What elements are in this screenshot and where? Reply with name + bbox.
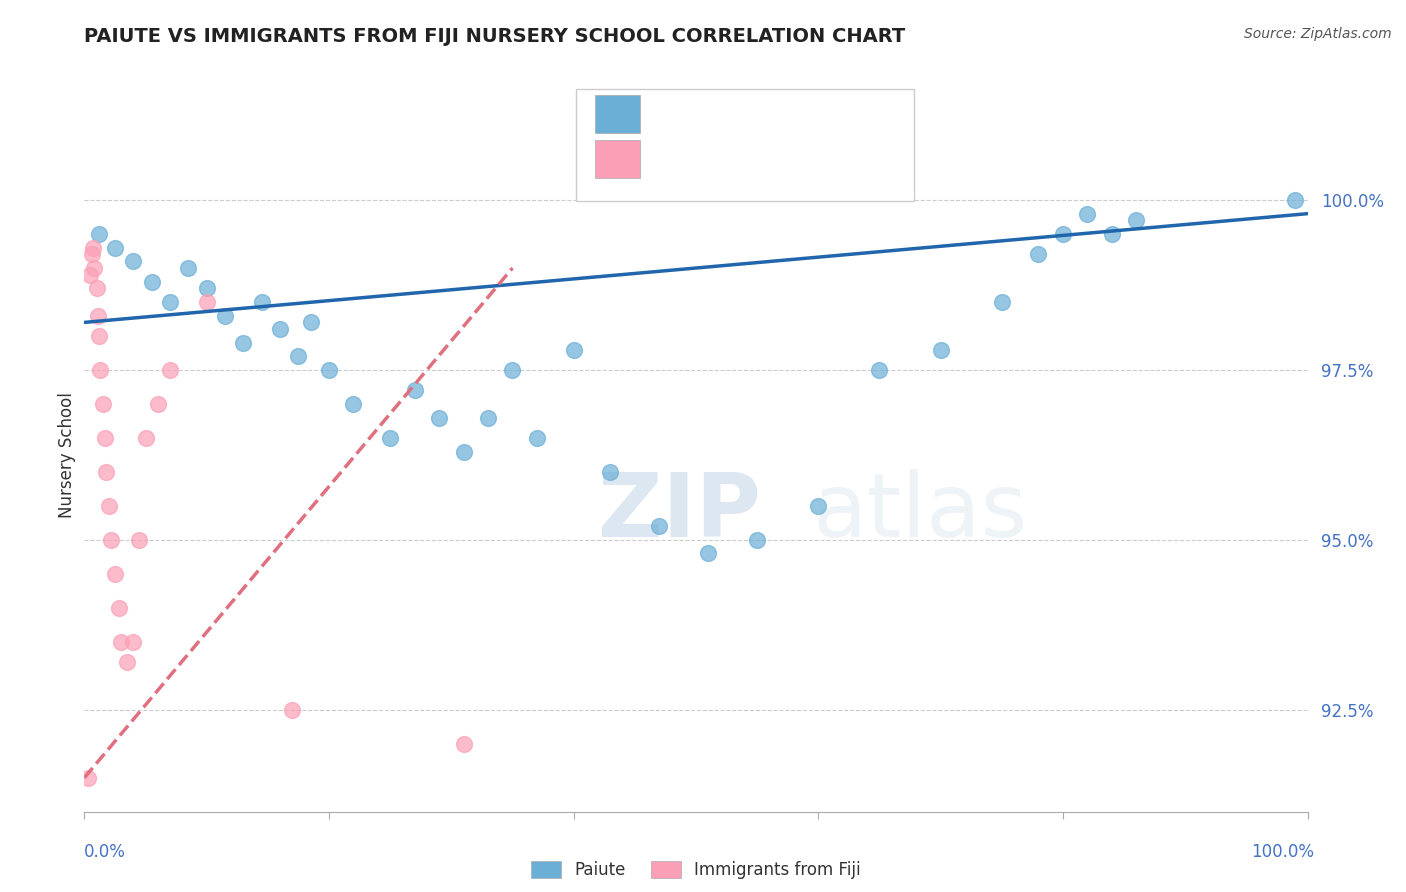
Point xyxy=(110,635,132,649)
Point xyxy=(1125,213,1147,227)
Point xyxy=(195,295,218,310)
Point xyxy=(135,431,157,445)
Point xyxy=(77,771,100,785)
Point xyxy=(100,533,122,547)
Point xyxy=(94,431,117,445)
Point xyxy=(214,309,236,323)
Point xyxy=(128,533,150,547)
Point xyxy=(115,655,138,669)
Point xyxy=(869,363,891,377)
Point xyxy=(146,397,169,411)
Text: R = 0.226: R = 0.226 xyxy=(647,153,738,171)
Point xyxy=(122,635,145,649)
Point xyxy=(232,335,254,350)
Point xyxy=(87,227,110,241)
Point xyxy=(250,295,273,310)
Point xyxy=(427,410,450,425)
Point xyxy=(83,260,105,275)
Point xyxy=(477,410,499,425)
Point xyxy=(159,363,181,377)
Point xyxy=(269,322,291,336)
Point xyxy=(104,566,127,581)
Text: R = 0.415: R = 0.415 xyxy=(647,109,737,127)
Point xyxy=(104,241,127,255)
Point xyxy=(1284,193,1306,207)
Point xyxy=(79,268,101,282)
Point xyxy=(562,343,585,357)
Text: N = 37: N = 37 xyxy=(801,109,863,127)
Point xyxy=(453,444,475,458)
Y-axis label: Nursery School: Nursery School xyxy=(58,392,76,518)
Point xyxy=(299,315,322,329)
Point xyxy=(87,309,110,323)
Text: N = 26: N = 26 xyxy=(801,153,863,171)
Point xyxy=(107,600,129,615)
Text: PAIUTE VS IMMIGRANTS FROM FIJI NURSERY SCHOOL CORRELATION CHART: PAIUTE VS IMMIGRANTS FROM FIJI NURSERY S… xyxy=(84,27,905,45)
Point xyxy=(87,329,110,343)
Point xyxy=(380,431,402,445)
Point xyxy=(89,363,111,377)
Point xyxy=(96,465,118,479)
Point xyxy=(97,499,120,513)
Point xyxy=(1076,207,1098,221)
Point xyxy=(697,546,720,560)
Text: Source: ZipAtlas.com: Source: ZipAtlas.com xyxy=(1244,27,1392,41)
Text: ZIP: ZIP xyxy=(598,468,761,556)
Point xyxy=(1052,227,1074,241)
Text: 0.0%: 0.0% xyxy=(84,843,127,861)
Text: atlas: atlas xyxy=(813,468,1028,556)
Point xyxy=(807,499,830,513)
Point xyxy=(141,275,163,289)
Point xyxy=(1101,227,1123,241)
Point xyxy=(159,295,181,310)
Point xyxy=(502,363,524,377)
Point xyxy=(599,465,621,479)
Text: 100.0%: 100.0% xyxy=(1251,843,1315,861)
Point xyxy=(281,703,304,717)
Point xyxy=(82,241,104,255)
Point xyxy=(747,533,769,547)
Point xyxy=(177,260,200,275)
Point xyxy=(648,519,671,533)
Point xyxy=(526,431,548,445)
Point xyxy=(929,343,952,357)
Point xyxy=(1028,247,1050,261)
Point xyxy=(991,295,1014,310)
Legend: Paiute, Immigrants from Fiji: Paiute, Immigrants from Fiji xyxy=(524,854,868,886)
Point xyxy=(318,363,340,377)
Point xyxy=(342,397,364,411)
Point xyxy=(453,737,475,751)
Point xyxy=(122,254,145,268)
Point xyxy=(91,397,114,411)
Point xyxy=(80,247,103,261)
Point xyxy=(287,350,309,364)
Point xyxy=(404,384,426,398)
Point xyxy=(86,281,108,295)
Point xyxy=(195,281,218,295)
